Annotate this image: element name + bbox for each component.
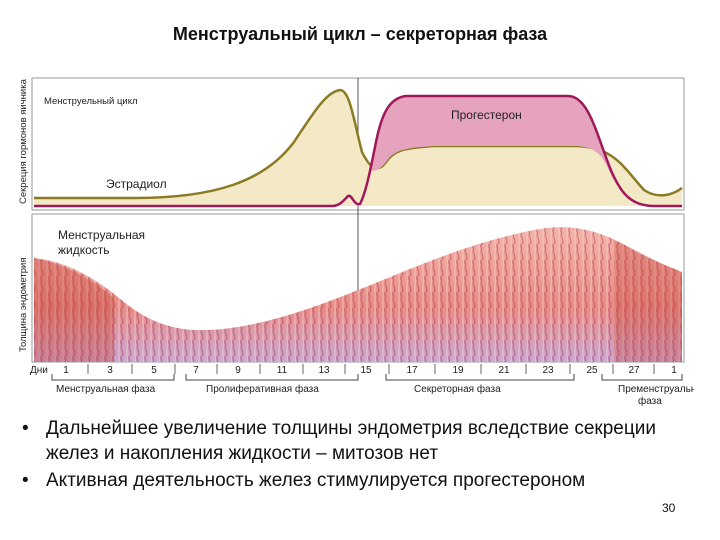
day-tick-label: 19 [452, 365, 464, 376]
premenstrual-bleeding [614, 240, 682, 362]
hormone-axis-label: Секреция гормонов яичника [18, 78, 29, 204]
bullet-item: • Активная деятельность желез стимулирует… [20, 468, 710, 493]
page-number: 30 [662, 501, 676, 515]
estradiol-curve [34, 88, 683, 200]
endometrium-glands [34, 227, 682, 362]
endometrium-axis-label: Толщина эндометрия [18, 258, 29, 352]
menstrual-fluid-label-line2: жидкость [58, 243, 110, 257]
day-tick-label: 1 [671, 365, 677, 376]
phase-secretory: Секреторная фаза [414, 383, 501, 395]
bullet-dot: • [22, 470, 29, 491]
progesterone-curve [34, 94, 682, 208]
progesterone-label: Прогестерон [451, 108, 522, 122]
phase-premenstrual-line1: Прeменструальная [618, 384, 694, 395]
bullet-list: • Дальнейшее увеличение толщины эндометри… [20, 416, 710, 495]
bullet-item: • Дальнейшее увеличение толщины эндометри… [20, 416, 710, 466]
day-tick-label: 1 [63, 365, 69, 376]
day-tick-label: 13 [318, 365, 330, 376]
menstrual-fluid-label-line1: Менструальная [58, 228, 145, 242]
day-ticks: 1 3 5 7 9 11 13 15 17 19 21 23 25 27 1 [63, 364, 677, 376]
phase-brackets [51, 374, 683, 381]
day-tick-label: 7 [193, 365, 199, 376]
estradiol-label: Эстрадиол [106, 177, 167, 191]
bullet-text: Активная деятельность желез стимулируетс… [46, 470, 586, 491]
day-tick-label: 27 [628, 365, 640, 376]
day-tick-label: 21 [498, 365, 510, 376]
slide-title: Менструальный цикл – секреторная фаза [172, 24, 548, 44]
progesterone-area [370, 96, 614, 182]
day-tick-label: 3 [107, 365, 113, 376]
day-tick-label: 23 [542, 365, 554, 376]
bullet-text: Дальнейшее увеличение толщины эндометрия… [46, 418, 656, 464]
day-tick-label: 25 [586, 365, 598, 376]
diagram-svg: Менструельный цикл Эстрадиол Прогестерон… [18, 77, 694, 407]
phase-proliferative: Пролиферативная фаза [206, 383, 319, 395]
phase-menstrual: Менструальная фаза [56, 383, 156, 395]
cycle-label: Менструельный цикл [44, 96, 138, 107]
bullet-dot: • [22, 418, 29, 439]
phase-premenstrual-line2: фаза [638, 395, 662, 407]
day-tick-label: 15 [360, 365, 372, 376]
day-tick-label: 17 [406, 365, 418, 376]
day-tick-label: 11 [277, 365, 288, 376]
day-tick-label: 5 [151, 365, 157, 376]
menstrual-bleeding [34, 258, 114, 362]
menstrual-cycle-diagram: Менструельный цикл Эстрадиол Прогестерон… [14, 72, 694, 408]
day-tick-label: 9 [235, 365, 241, 376]
days-label: Дни [30, 365, 48, 376]
estradiol-area [34, 90, 682, 206]
